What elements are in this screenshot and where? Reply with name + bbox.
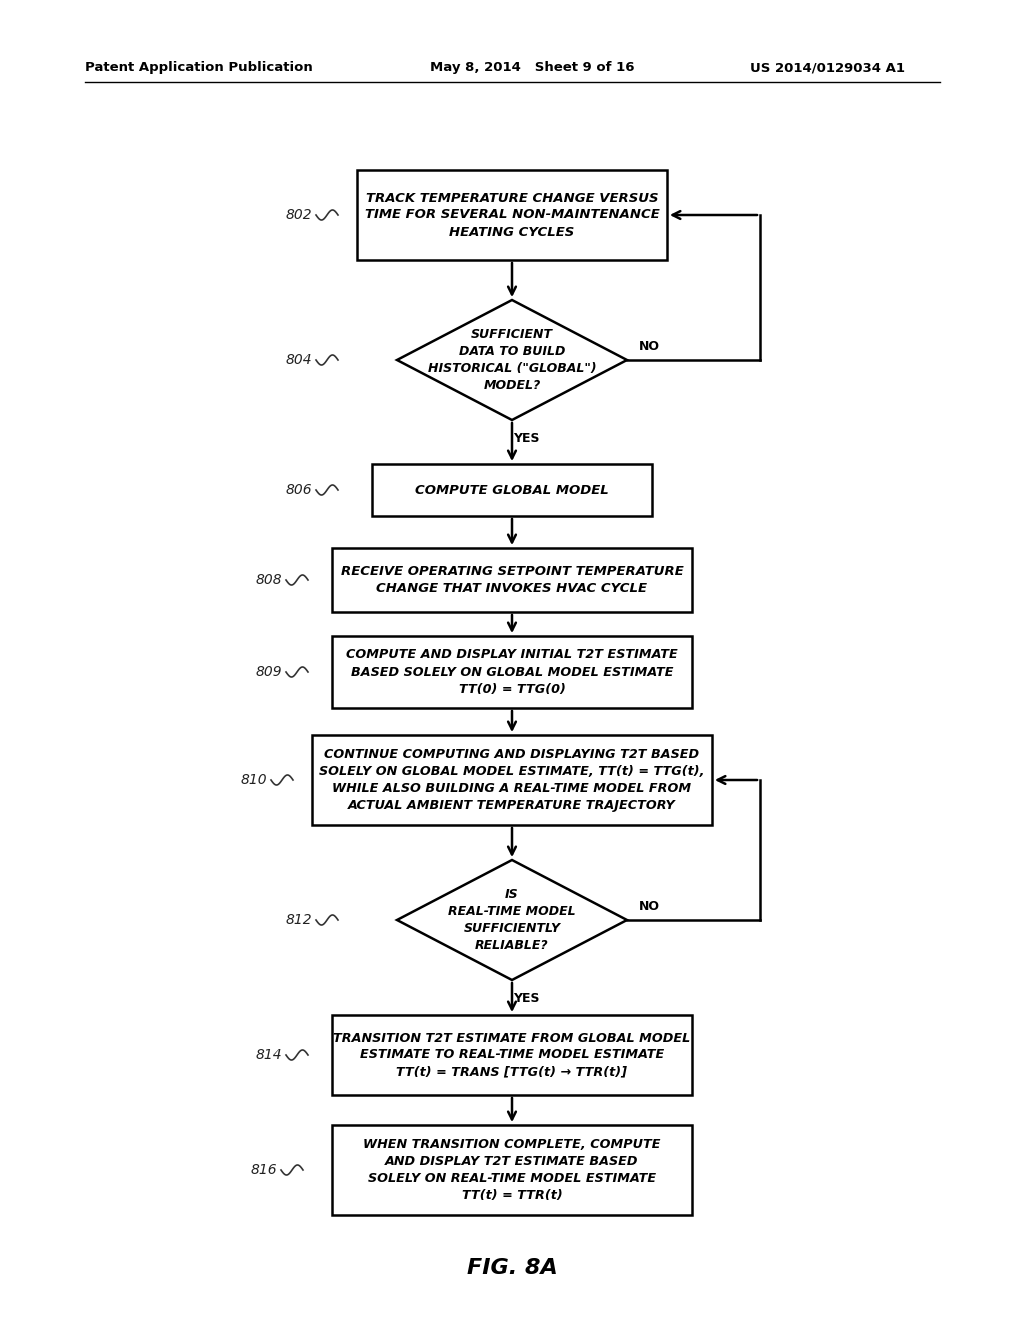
Text: WHEN TRANSITION COMPLETE, COMPUTE
AND DISPLAY T2T ESTIMATE BASED
SOLELY ON REAL-: WHEN TRANSITION COMPLETE, COMPUTE AND DI…	[364, 1138, 660, 1203]
Bar	[357, 170, 667, 260]
Text: May 8, 2014   Sheet 9 of 16: May 8, 2014 Sheet 9 of 16	[430, 62, 635, 74]
Text: TRACK TEMPERATURE CHANGE VERSUS
TIME FOR SEVERAL NON-MAINTENANCE
HEATING CYCLES: TRACK TEMPERATURE CHANGE VERSUS TIME FOR…	[365, 191, 659, 239]
Text: 809: 809	[255, 665, 282, 678]
Bar	[332, 548, 692, 612]
Text: COMPUTE AND DISPLAY INITIAL T2T ESTIMATE
BASED SOLELY ON GLOBAL MODEL ESTIMATE
T: COMPUTE AND DISPLAY INITIAL T2T ESTIMATE…	[346, 648, 678, 696]
Text: NO: NO	[639, 339, 659, 352]
Text: RECEIVE OPERATING SETPOINT TEMPERATURE
CHANGE THAT INVOKES HVAC CYCLE: RECEIVE OPERATING SETPOINT TEMPERATURE C…	[341, 565, 683, 595]
Text: FIG. 8A: FIG. 8A	[467, 1258, 557, 1278]
Text: SUFFICIENT
DATA TO BUILD
HISTORICAL ("GLOBAL")
MODEL?: SUFFICIENT DATA TO BUILD HISTORICAL ("GL…	[428, 327, 596, 392]
Text: US 2014/0129034 A1: US 2014/0129034 A1	[750, 62, 905, 74]
Text: 810: 810	[241, 774, 267, 787]
Bar	[332, 636, 692, 708]
Text: TRANSITION T2T ESTIMATE FROM GLOBAL MODEL
ESTIMATE TO REAL-TIME MODEL ESTIMATE
T: TRANSITION T2T ESTIMATE FROM GLOBAL MODE…	[334, 1031, 690, 1078]
Text: 808: 808	[255, 573, 282, 587]
Text: 816: 816	[251, 1163, 278, 1177]
Text: YES: YES	[513, 432, 540, 445]
Text: IS
REAL-TIME MODEL
SUFFICIENTLY
RELIABLE?: IS REAL-TIME MODEL SUFFICIENTLY RELIABLE…	[449, 888, 575, 952]
Text: NO: NO	[639, 899, 659, 912]
Text: COMPUTE GLOBAL MODEL: COMPUTE GLOBAL MODEL	[415, 483, 609, 496]
Bar	[332, 1015, 692, 1096]
Text: YES: YES	[513, 991, 540, 1005]
Bar	[312, 735, 712, 825]
Bar	[332, 1125, 692, 1214]
Polygon shape	[397, 861, 627, 979]
Text: Patent Application Publication: Patent Application Publication	[85, 62, 312, 74]
Text: 812: 812	[286, 913, 312, 927]
Bar	[372, 465, 652, 516]
Text: 806: 806	[286, 483, 312, 498]
Polygon shape	[397, 300, 627, 420]
Text: CONTINUE COMPUTING AND DISPLAYING T2T BASED
SOLELY ON GLOBAL MODEL ESTIMATE, TT(: CONTINUE COMPUTING AND DISPLAYING T2T BA…	[319, 748, 705, 812]
Text: 804: 804	[286, 352, 312, 367]
Text: 814: 814	[255, 1048, 282, 1063]
Text: 802: 802	[286, 209, 312, 222]
